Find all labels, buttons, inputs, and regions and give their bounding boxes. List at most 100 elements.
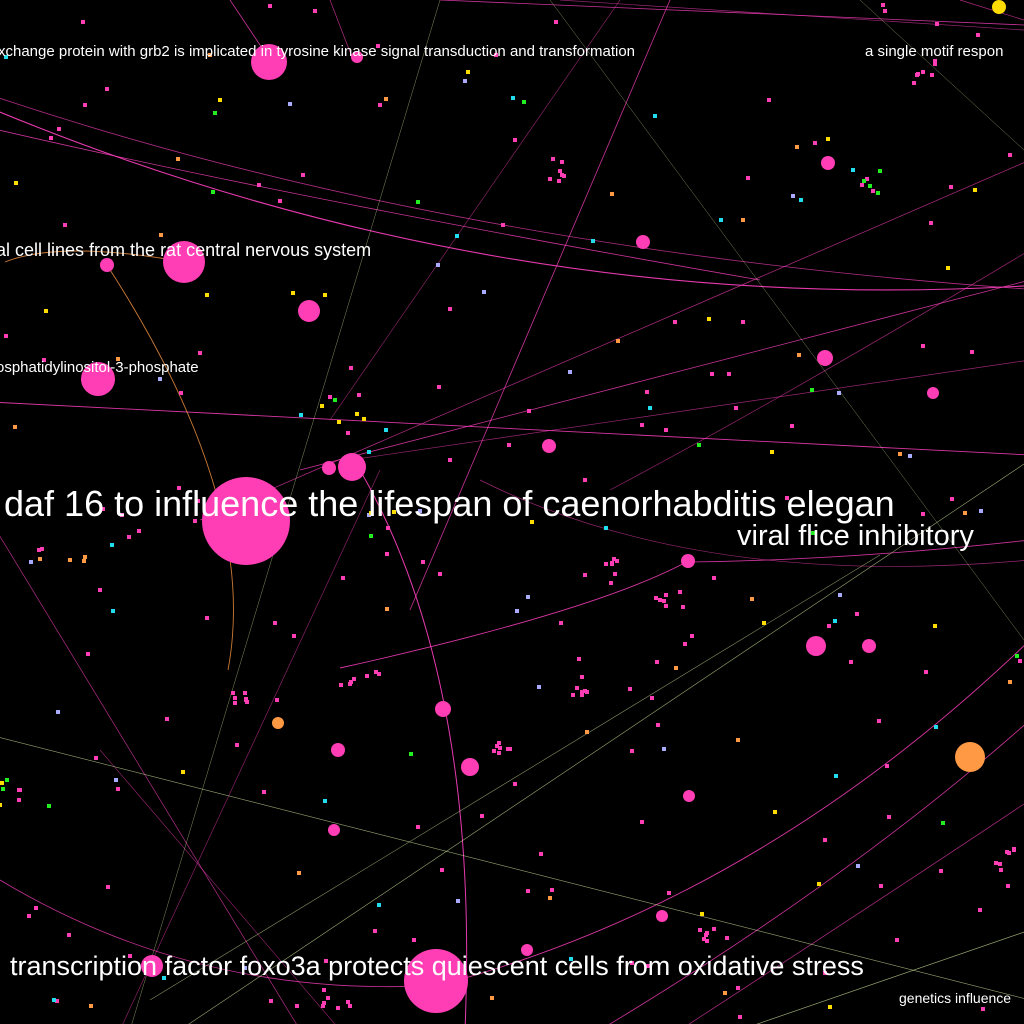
graph-node[interactable]: [141, 955, 163, 977]
graph-node[interactable]: [202, 477, 290, 565]
graph-node[interactable]: [435, 701, 451, 717]
graph-node[interactable]: [272, 717, 284, 729]
graph-node[interactable]: [542, 439, 556, 453]
graph-point: [667, 891, 671, 895]
graph-node[interactable]: [322, 461, 336, 475]
graph-point: [262, 790, 266, 794]
graph-point: [297, 871, 301, 875]
graph-point: [551, 157, 555, 161]
node-label[interactable]: transcription factor foxo3a protects qui…: [10, 951, 864, 981]
node-label[interactable]: viral flice inhibitory: [737, 520, 974, 552]
graph-point: [513, 782, 517, 786]
graph-point: [930, 73, 934, 77]
graph-node[interactable]: [992, 0, 1006, 14]
graph-point: [558, 169, 562, 173]
graph-point: [705, 939, 709, 943]
graph-node[interactable]: [927, 387, 939, 399]
graph-node[interactable]: [328, 824, 340, 836]
graph-point: [921, 70, 925, 74]
graph-point: [211, 190, 215, 194]
graph-node[interactable]: [806, 636, 826, 656]
graph-point: [837, 391, 841, 395]
graph-node[interactable]: [821, 156, 835, 170]
node-label[interactable]: osphatidylinositol-3-phosphate: [0, 359, 199, 376]
graph-point: [292, 634, 296, 638]
graph-point: [362, 417, 366, 421]
graph-node[interactable]: [351, 51, 363, 63]
graph-point: [162, 976, 166, 980]
graph-edge: [959, 0, 1024, 21]
graph-point: [828, 1005, 832, 1009]
graph-point: [418, 509, 422, 513]
graph-edge: [299, 281, 1024, 471]
graph-point: [336, 1006, 340, 1010]
graph-point: [440, 868, 444, 872]
graph-point: [994, 861, 998, 865]
node-label[interactable]: genetics influence: [899, 990, 1012, 1006]
graph-point: [321, 1004, 325, 1008]
graph-node[interactable]: [81, 362, 115, 396]
graph-point: [554, 20, 558, 24]
graph-node[interactable]: [636, 235, 650, 249]
graph-point: [18, 788, 22, 792]
graph-node[interactable]: [656, 910, 668, 922]
graph-point: [322, 988, 326, 992]
node-label[interactable]: a single motif respon: [865, 43, 1004, 60]
graph-point: [664, 593, 668, 597]
graph-edge: [859, 0, 1024, 151]
graph-edge: [0, 111, 1024, 291]
graph-node[interactable]: [955, 742, 985, 772]
graph-point: [577, 657, 581, 661]
graph-point: [527, 409, 531, 413]
graph-point: [811, 531, 815, 535]
graph-point: [0, 781, 4, 785]
graph-edge: [4, 250, 186, 263]
graph-node[interactable]: [521, 944, 533, 956]
graph-node[interactable]: [404, 949, 468, 1013]
graph-node[interactable]: [461, 758, 479, 776]
graph-point: [568, 370, 572, 374]
graph-point: [52, 998, 56, 1002]
graph-point: [924, 670, 928, 674]
graph-node[interactable]: [683, 790, 695, 802]
node-label[interactable]: daf 16 to influence the lifespan of caen…: [4, 483, 895, 524]
graph-point: [233, 696, 237, 700]
graph-point: [348, 1004, 352, 1008]
graph-node[interactable]: [681, 554, 695, 568]
graph-point: [158, 377, 162, 381]
graph-point: [664, 428, 668, 432]
graph-point: [492, 749, 496, 753]
graph-point: [933, 624, 937, 628]
graph-node[interactable]: [331, 743, 345, 757]
graph-point: [320, 404, 324, 408]
graph-point: [42, 358, 46, 362]
graph-point: [57, 127, 61, 131]
graph-point: [482, 290, 486, 294]
graph-point: [826, 137, 830, 141]
graph-point: [810, 388, 814, 392]
graph-point: [700, 912, 704, 916]
graph-point: [346, 431, 350, 435]
graph-point: [385, 552, 389, 556]
graph-point: [56, 710, 60, 714]
graph-point: [323, 799, 327, 803]
graph-node[interactable]: [100, 258, 114, 272]
graph-point: [341, 576, 345, 580]
graph-point: [14, 181, 18, 185]
node-label[interactable]: xchange protein with grb2 is implicated …: [0, 43, 636, 60]
graph-node[interactable]: [298, 300, 320, 322]
graph-point: [681, 605, 685, 609]
graph-point: [736, 738, 740, 742]
graph-node[interactable]: [163, 241, 205, 283]
graph-point: [38, 557, 42, 561]
graph-point: [557, 179, 561, 183]
graph-point: [723, 991, 727, 995]
graph-node[interactable]: [338, 453, 366, 481]
graph-node[interactable]: [251, 44, 287, 80]
graph-node[interactable]: [862, 639, 876, 653]
graph-point: [571, 693, 575, 697]
graph-node[interactable]: [817, 350, 833, 366]
node-label[interactable]: al cell lines from the rat central nervo…: [0, 240, 372, 260]
